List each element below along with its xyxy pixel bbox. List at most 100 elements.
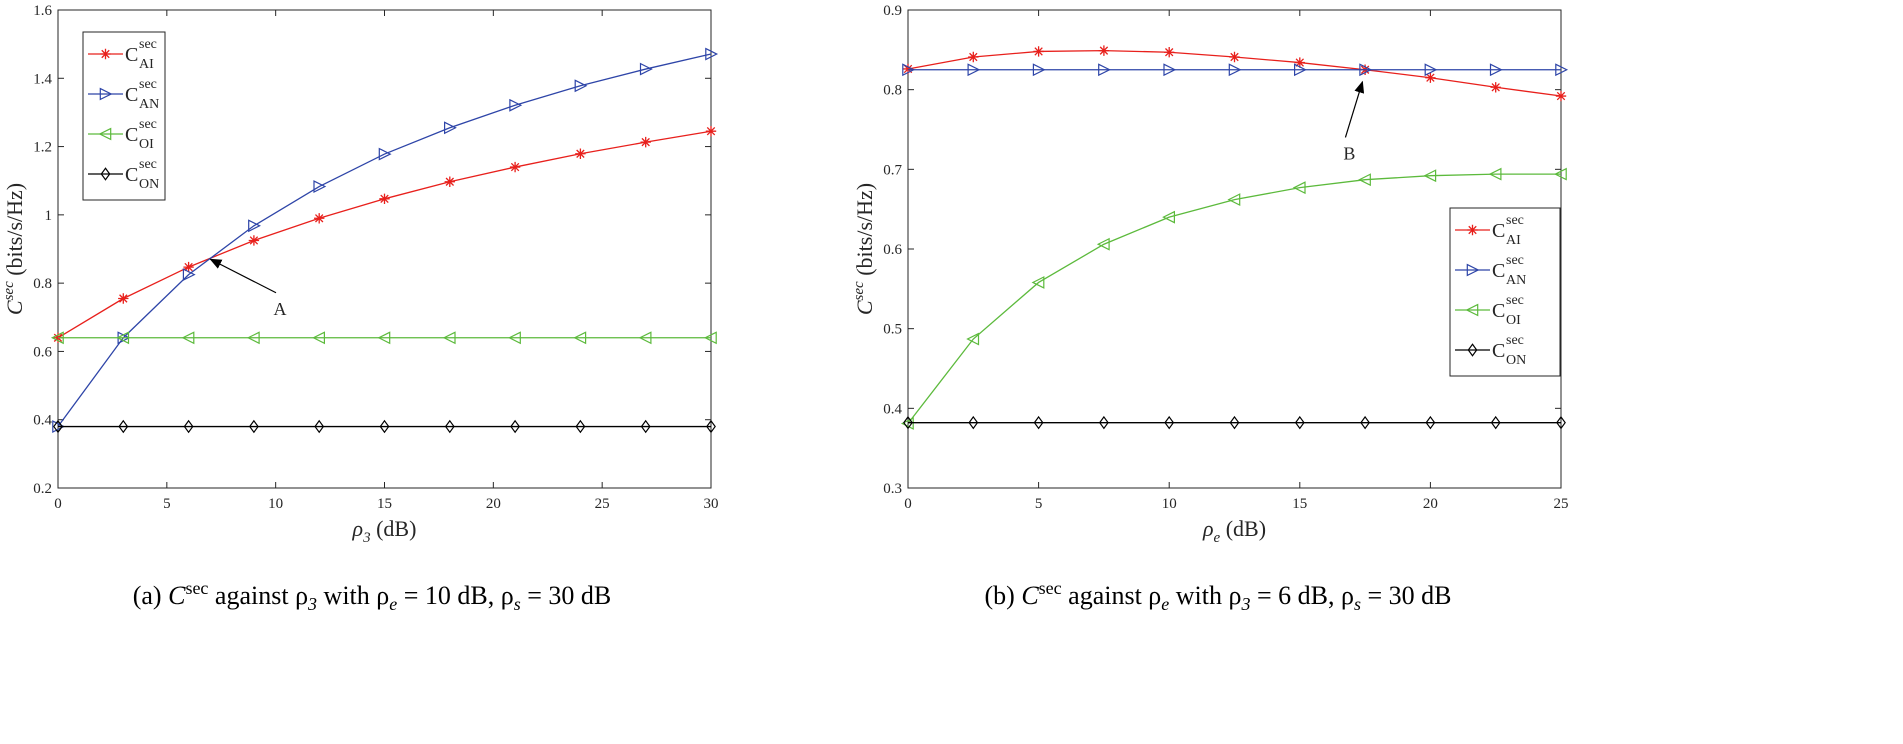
data-point-ai	[1033, 46, 1044, 57]
data-point-on	[1033, 415, 1044, 430]
caption-tail: = 6 dB, ρ	[1250, 581, 1353, 610]
figure-caption: (b) Csec against ρe with ρ3 = 6 dB, ρs =…	[985, 578, 1452, 614]
y-tick-label: 0.8	[883, 83, 902, 99]
data-point-ai	[1098, 45, 1110, 56]
caption-prefix: (b)	[985, 581, 1022, 610]
x-axis-label: ρ3 (dB)	[352, 516, 417, 546]
data-point-oi	[442, 331, 456, 345]
data-point-on	[183, 419, 194, 434]
legend-subscript: ON	[139, 177, 159, 192]
data-point-on	[1098, 415, 1109, 430]
data-point-ai	[640, 136, 651, 148]
data-point-oi	[246, 331, 260, 345]
legend-superscript: sec	[1506, 333, 1524, 348]
data-point-an	[1163, 63, 1177, 77]
data-point-oi	[573, 331, 587, 345]
data-point-an	[967, 63, 981, 77]
legend-marker-an	[99, 87, 113, 101]
data-point-oi	[116, 331, 130, 345]
x-tick-label: 5	[163, 496, 171, 512]
data-point-oi	[1292, 181, 1306, 195]
data-point-oi	[508, 331, 521, 345]
legend-superscript: sec	[139, 117, 157, 132]
caption-middle: against ρ	[1062, 581, 1162, 610]
data-point-oi	[50, 331, 64, 345]
annotation-label: B	[1343, 143, 1355, 163]
data-point-oi	[638, 331, 652, 345]
data-point-on	[379, 419, 390, 434]
x-tick-label: 15	[377, 496, 392, 512]
legend-marker-on	[100, 167, 111, 181]
series-ai	[902, 45, 1567, 102]
panel-b-chart: 0 5 10 15 20 250.30.40.50.60.70.80.9ρe (dB)Cs…	[851, 3, 1569, 614]
data-point-on	[444, 419, 455, 434]
series-line-oi	[907, 173, 1561, 424]
caption-subscript-2: 3	[1240, 594, 1250, 614]
caption-superscript: sec	[1039, 578, 1062, 598]
data-point-an	[444, 121, 457, 135]
data-point-oi	[1553, 167, 1567, 181]
data-point-ai	[1425, 72, 1436, 83]
legend-marker-oi	[98, 127, 112, 141]
y-axis-superscript: sec	[851, 281, 867, 300]
data-point-an	[1359, 63, 1373, 77]
y-axis-symbol: C	[2, 300, 27, 315]
x-tick-label: 5	[1035, 496, 1043, 512]
caption-subscript-1: e	[1161, 594, 1169, 614]
data-point-ai	[1555, 90, 1567, 102]
x-tick-label: 0	[54, 496, 62, 512]
legend-box	[1449, 207, 1561, 377]
x-axis-label: ρe (dB)	[1202, 516, 1266, 546]
panel-a-chart: 0 5 10 15 20 25 300.20.40.60.811.21.41.6ρ3 (dB…	[1, 3, 719, 614]
legend-subscript: AN	[139, 97, 159, 112]
figure-caption: (a) Csec against ρ3 with ρe = 10 dB, ρs …	[133, 578, 612, 614]
y-axis-unit: (bits/s/Hz)	[2, 183, 27, 281]
data-point-ai	[248, 235, 260, 246]
data-point-ai	[509, 161, 521, 173]
series-line-an	[57, 53, 712, 427]
x-axis-symbol: ρ	[1202, 516, 1214, 541]
legend-subscript: OI	[1506, 313, 1521, 328]
data-point-an	[902, 63, 916, 77]
data-point-an	[639, 62, 653, 76]
annotation-arrow	[209, 258, 277, 294]
caption-end: = 30 dB	[521, 581, 612, 610]
data-point-oi	[900, 417, 914, 430]
y-tick-label: 0.2	[33, 481, 52, 497]
data-point-oi	[377, 331, 391, 345]
y-tick-label: 0.3	[883, 481, 902, 497]
legend-superscript: sec	[1506, 253, 1524, 268]
data-point-on	[1164, 415, 1175, 430]
x-axis-subscript: e	[1214, 530, 1221, 546]
x-tick-label: 15	[1292, 496, 1307, 512]
x-axis-symbol: ρ	[352, 516, 364, 541]
caption-middle: against ρ	[208, 581, 308, 610]
legend-label-on: C	[1492, 340, 1505, 362]
legend-subscript: AI	[139, 57, 154, 72]
data-point-oi	[181, 331, 195, 345]
data-point-ai	[314, 213, 325, 224]
data-point-ai	[183, 261, 194, 273]
data-point-oi	[312, 331, 325, 345]
y-axis-label: Csec (bits/s/Hz)	[851, 183, 877, 315]
y-tick-label: 0.6	[33, 344, 52, 360]
data-point-ai	[902, 63, 914, 75]
caption-tail: = 10 dB, ρ	[397, 581, 513, 610]
caption-subscript-3: s	[514, 594, 521, 614]
legend-label-ai: C	[125, 44, 138, 66]
data-point-an	[705, 47, 719, 61]
data-point-on	[1425, 415, 1436, 430]
legend-main: C	[125, 84, 138, 106]
data-point-on	[1294, 415, 1305, 430]
data-point-an	[182, 268, 196, 282]
data-point-ai	[1229, 51, 1240, 63]
data-point-an	[509, 98, 523, 112]
caption-subscript-2: e	[389, 594, 397, 614]
x-axis-unit: (dB)	[1220, 516, 1266, 541]
data-point-oi	[1227, 193, 1241, 207]
x-axis-subscript: 3	[362, 530, 371, 546]
legend-subscript: AI	[1506, 233, 1521, 248]
data-point-on	[1556, 415, 1566, 430]
data-point-on	[1229, 415, 1240, 430]
